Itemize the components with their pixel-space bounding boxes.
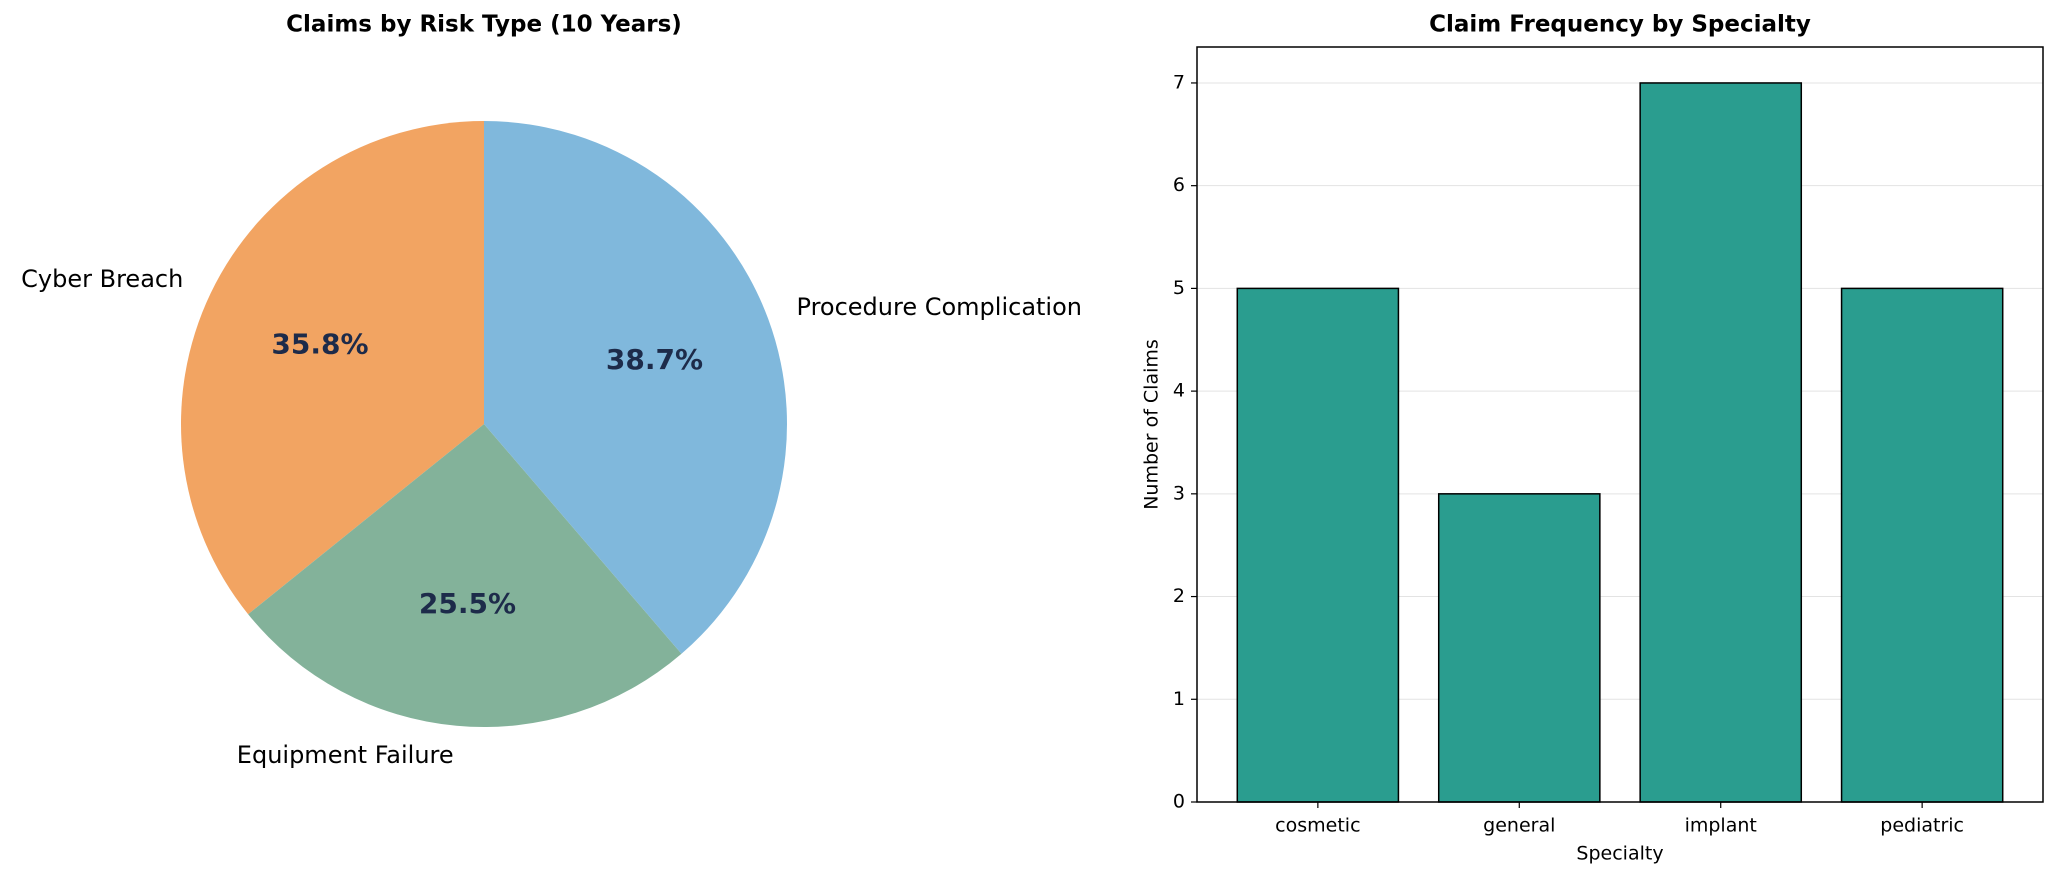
chart-title: Claims by Risk Type (10 Years) <box>286 12 682 38</box>
bar <box>1840 287 2004 803</box>
pie-slice <box>248 424 682 727</box>
pie-slice <box>180 121 484 615</box>
x-tick-label: pediatric <box>1880 815 1964 837</box>
y-tick-label: 0 <box>1173 791 1185 813</box>
pie-slice <box>484 121 787 654</box>
slice-label: Equipment Failure <box>237 741 454 769</box>
x-axis-label: Specialty <box>1576 843 1663 865</box>
y-axis-label: Number of Claims <box>1141 339 1163 510</box>
slice-value-label: 38.7% <box>606 343 703 376</box>
slice-label: Cyber Breach <box>21 265 183 293</box>
y-tick-label: 5 <box>1173 277 1185 299</box>
slice-value-label: 25.5% <box>419 587 516 620</box>
y-tick-label: 2 <box>1173 585 1185 607</box>
bar <box>1639 82 1803 803</box>
x-tick-label: implant <box>1685 815 1757 837</box>
slice-value-label: 35.8% <box>271 328 368 361</box>
chart-title: Claim Frequency by Specialty <box>1429 12 1811 38</box>
y-tick-label: 3 <box>1173 482 1185 504</box>
slice-label: Procedure Complication <box>797 293 1082 321</box>
x-tick-label: general <box>1483 815 1555 837</box>
y-tick-label: 7 <box>1173 71 1185 93</box>
y-tick-label: 6 <box>1173 174 1185 196</box>
bar <box>1437 493 1601 803</box>
bar <box>1236 287 1400 803</box>
x-tick-label: cosmetic <box>1275 815 1360 837</box>
y-tick-label: 4 <box>1173 380 1185 402</box>
y-tick-label: 1 <box>1173 688 1185 710</box>
plot-frame <box>1196 46 2044 803</box>
